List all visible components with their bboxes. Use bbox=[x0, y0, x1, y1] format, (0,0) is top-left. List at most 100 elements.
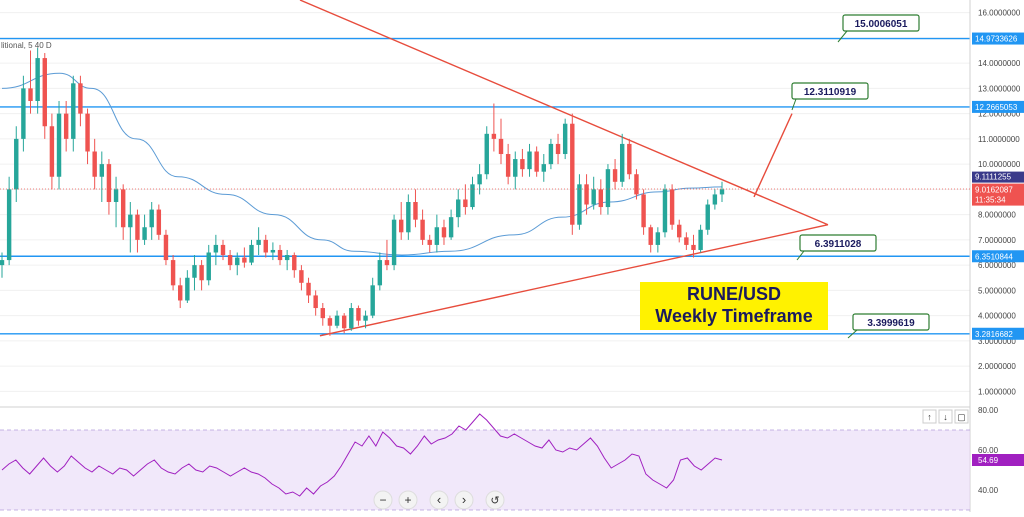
y-tick-label: 12.0000000 bbox=[978, 110, 1021, 119]
candle-body bbox=[284, 255, 290, 261]
candle-body bbox=[63, 113, 69, 139]
candle-body bbox=[192, 265, 197, 278]
rsi-tick-label: 40.00 bbox=[978, 486, 999, 495]
y-tick-label: 10.0000000 bbox=[978, 160, 1021, 169]
ma-price-tag bbox=[972, 171, 1024, 183]
level-price-label: 12.2665053 bbox=[975, 103, 1018, 112]
candle-body bbox=[28, 88, 33, 101]
candle-body bbox=[185, 277, 190, 301]
plus-icon: + bbox=[404, 493, 411, 507]
candle-body bbox=[662, 189, 668, 233]
level-price-label: 3.2816682 bbox=[975, 330, 1013, 339]
level-price-tag bbox=[972, 327, 1024, 340]
candle-body bbox=[334, 315, 340, 326]
y-tick-label: 4.0000000 bbox=[978, 312, 1016, 321]
candle-body bbox=[249, 244, 254, 263]
y-tick-label: 2.0000000 bbox=[978, 362, 1016, 371]
candle-body bbox=[270, 249, 276, 253]
candle-body bbox=[170, 260, 176, 286]
candle-body bbox=[456, 199, 461, 218]
candle-body bbox=[120, 189, 126, 228]
candle-body bbox=[42, 58, 47, 127]
candle-body bbox=[242, 257, 247, 263]
callout-box bbox=[799, 234, 877, 252]
rsi-band bbox=[0, 430, 970, 510]
scroll-right-button[interactable] bbox=[454, 490, 474, 510]
candle-body bbox=[477, 174, 482, 185]
y-tick-label: 5.0000000 bbox=[978, 286, 1016, 295]
zoom-out-button[interactable] bbox=[373, 490, 393, 510]
candle-body bbox=[470, 184, 475, 208]
reset-icon: ↺ bbox=[490, 495, 499, 507]
candle-body bbox=[6, 189, 12, 261]
candle-body bbox=[56, 113, 62, 177]
candle-body bbox=[719, 189, 725, 195]
candle-body bbox=[85, 113, 90, 152]
callout-label: 3.3999619 bbox=[867, 318, 915, 329]
y-tick-label: 16.0000000 bbox=[978, 9, 1021, 18]
collapse-down-button[interactable] bbox=[938, 409, 953, 424]
y-tick-label: 3.0000000 bbox=[978, 337, 1016, 346]
candle-body bbox=[612, 169, 618, 182]
last-price-label: 9.0162087 bbox=[975, 186, 1013, 195]
collapse-up-button[interactable] bbox=[922, 409, 937, 424]
candle-body bbox=[163, 234, 169, 261]
candle-body bbox=[299, 270, 304, 283]
rsi-tick-label: 60.00 bbox=[978, 446, 999, 455]
candle-body bbox=[705, 204, 710, 230]
candle-body bbox=[135, 214, 140, 240]
candle-body bbox=[406, 202, 411, 233]
scroll-left-button[interactable] bbox=[429, 490, 449, 510]
candle-body bbox=[598, 189, 604, 208]
candle-body bbox=[484, 133, 489, 175]
callout-pointer bbox=[796, 250, 805, 261]
maximize-button[interactable] bbox=[954, 409, 969, 424]
candle-body bbox=[14, 138, 19, 190]
candle-body bbox=[21, 88, 26, 139]
candle-body bbox=[491, 133, 497, 139]
candle-body bbox=[178, 285, 183, 301]
y-tick-label: 1.0000000 bbox=[978, 387, 1016, 396]
candle-body bbox=[92, 151, 97, 177]
candle-body bbox=[448, 217, 454, 238]
candle-body bbox=[49, 126, 55, 177]
candle-body bbox=[513, 159, 518, 177]
zoom-in-button[interactable] bbox=[398, 490, 418, 510]
candle-body bbox=[591, 189, 596, 205]
y-tick-label: 14.0000000 bbox=[978, 59, 1021, 68]
candle-body bbox=[128, 214, 133, 228]
candle-body bbox=[655, 232, 661, 245]
candle-body bbox=[534, 151, 539, 172]
reset-button[interactable] bbox=[485, 490, 505, 510]
candle-body bbox=[35, 58, 40, 101]
chart-title: RUNE/USD bbox=[687, 284, 781, 304]
candle-body bbox=[349, 308, 354, 329]
candle-body bbox=[220, 244, 226, 256]
candle-body bbox=[712, 194, 718, 205]
callout-pointer bbox=[837, 30, 848, 43]
level-price-tag bbox=[972, 32, 1024, 45]
candle-body bbox=[384, 260, 390, 266]
candle-body bbox=[99, 164, 105, 177]
candle-body bbox=[277, 249, 283, 261]
candle-body bbox=[398, 219, 404, 233]
candle-body bbox=[627, 143, 632, 175]
candle-body bbox=[320, 308, 326, 319]
candle-body bbox=[391, 219, 397, 266]
chevron-left-icon: ‹ bbox=[437, 492, 441, 507]
candle-body bbox=[548, 143, 554, 165]
candle-body bbox=[149, 209, 154, 228]
candle-body bbox=[691, 244, 696, 250]
candle-body bbox=[313, 295, 318, 309]
ascending-trendline bbox=[319, 224, 829, 337]
projection-line bbox=[753, 113, 793, 198]
candle-body bbox=[434, 227, 440, 245]
candle-body bbox=[577, 184, 582, 225]
candle-body bbox=[570, 123, 575, 225]
arrow-up-icon: ↑ bbox=[927, 412, 932, 422]
candle-body bbox=[156, 209, 162, 235]
candle-body bbox=[71, 83, 76, 139]
chart-subtitle: Weekly Timeframe bbox=[655, 306, 812, 326]
candle-body bbox=[199, 265, 204, 281]
candle-body bbox=[669, 189, 675, 225]
